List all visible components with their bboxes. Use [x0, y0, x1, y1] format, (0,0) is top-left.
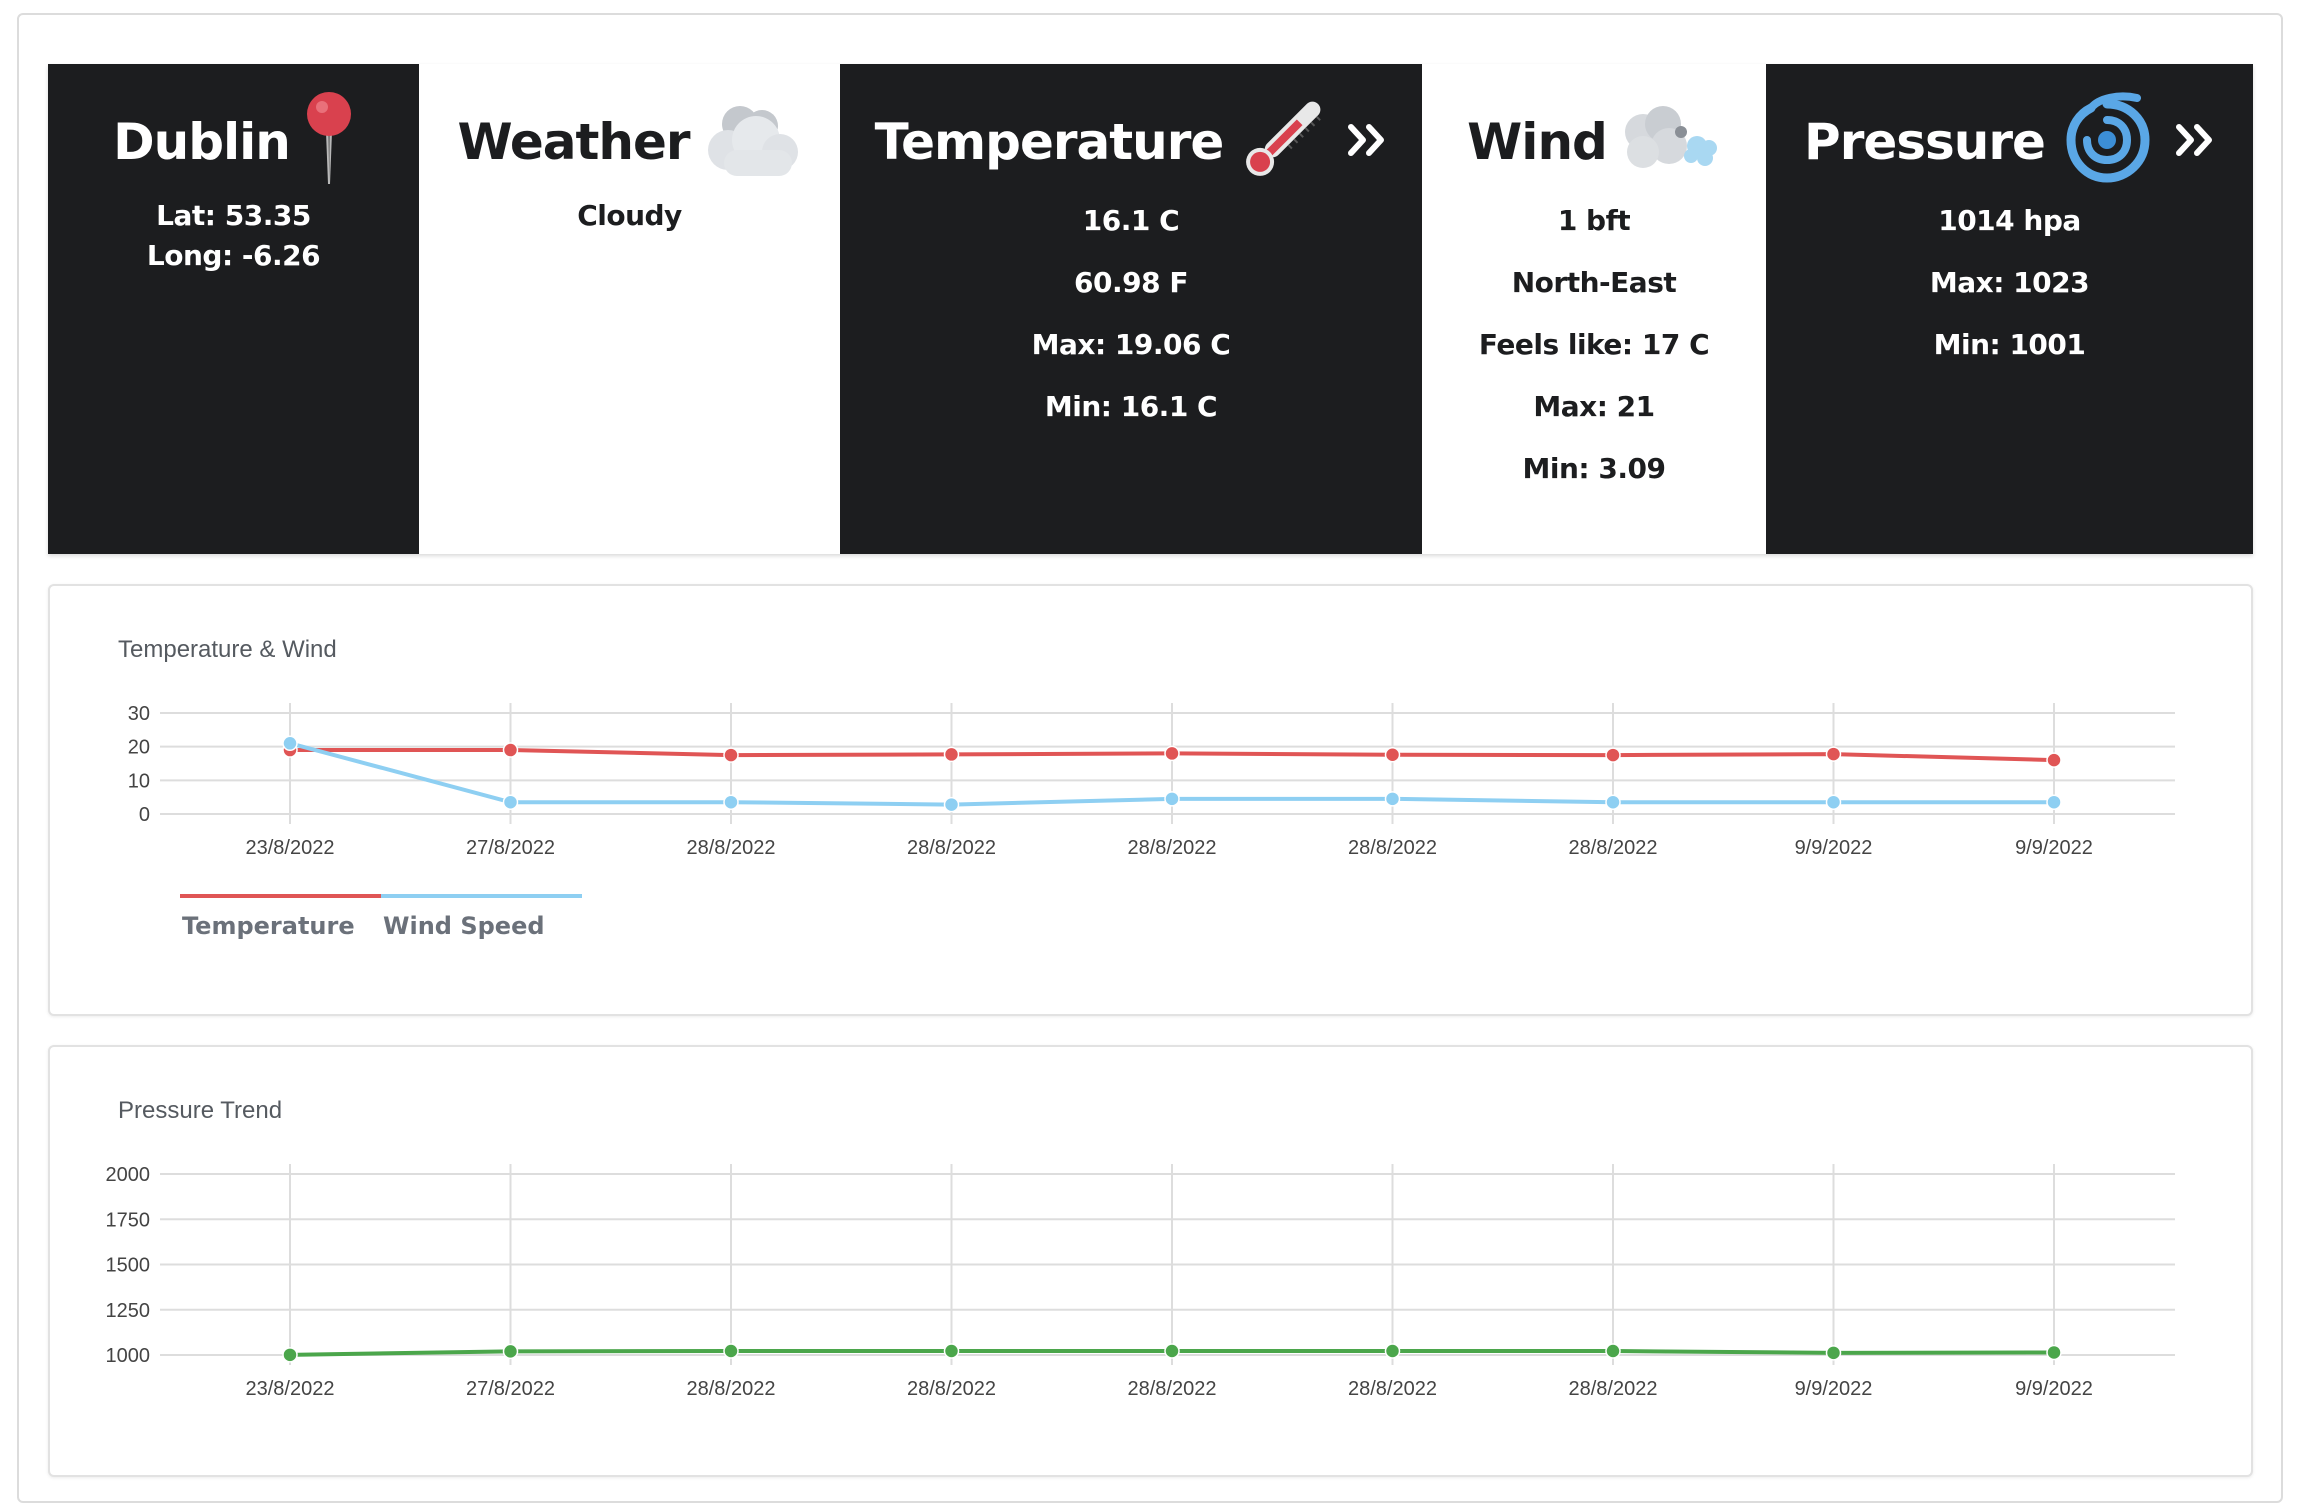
pressure-value: 1014 hpa: [1938, 204, 2081, 237]
wind-direction: North-East: [1511, 266, 1677, 299]
legend-label[interactable]: Temperature: [182, 912, 355, 940]
wind-feels-like: Feels like: 17 C: [1478, 328, 1710, 361]
chevrons-right-icon[interactable]: [1347, 123, 1387, 162]
wind-speed: 1 bft: [1557, 204, 1631, 237]
data-point[interactable]: [1384, 746, 1401, 763]
latitude-text: Lat: 53.35: [156, 199, 311, 232]
pressure-max: Max: 1023: [1929, 266, 2090, 299]
data-point[interactable]: [2046, 752, 2062, 768]
pressure-title: Pressure: [1804, 113, 2046, 171]
data-point[interactable]: [1384, 1343, 1401, 1359]
data-point[interactable]: [1605, 747, 1621, 763]
x-tick-label: 28/8/2022: [1128, 1378, 1217, 1400]
x-tick-label: 28/8/2022: [687, 1378, 776, 1400]
data-point[interactable]: [1605, 794, 1621, 810]
wind-max: Max: 21: [1533, 390, 1655, 423]
x-tick-label: 28/8/2022: [687, 837, 776, 859]
x-tick-label: 9/9/2022: [1795, 1378, 1873, 1400]
x-tick-label: 28/8/2022: [1569, 1378, 1658, 1400]
wind-tile: Wind 1 bft North-East Feels like: 17 C: [1422, 64, 1766, 554]
data-point[interactable]: [282, 735, 298, 752]
temperature-fahrenheit: 60.98 F: [1074, 266, 1188, 299]
x-tick-label: 9/9/2022: [2015, 837, 2093, 859]
x-tick-label: 28/8/2022: [1569, 837, 1658, 859]
weather-title: Weather: [457, 113, 690, 171]
y-tick-label: 1000: [106, 1345, 151, 1367]
y-tick-label: 1500: [106, 1255, 151, 1277]
weather-tiles: Dublin Lat: 53.35 Long: -6.26 Weather: [48, 64, 2253, 554]
legend-label[interactable]: Wind Speed: [383, 912, 545, 940]
data-point[interactable]: [723, 794, 739, 810]
data-point[interactable]: [502, 1343, 519, 1360]
wind-title: Wind: [1467, 113, 1608, 171]
data-point[interactable]: [723, 1343, 739, 1359]
data-point[interactable]: [1164, 791, 1180, 807]
chart-title: Temperature & Wind: [118, 636, 337, 663]
thermometer-icon: [1237, 95, 1327, 190]
data-point[interactable]: [1164, 745, 1180, 762]
location-title: Dublin: [113, 113, 291, 171]
data-point[interactable]: [723, 747, 739, 763]
y-tick-label: 10: [128, 770, 150, 792]
y-tick-label: 20: [128, 737, 150, 759]
weather-condition: Cloudy: [577, 199, 682, 232]
y-tick-label: 30: [128, 703, 150, 725]
data-point[interactable]: [1384, 791, 1401, 807]
x-tick-label: 23/8/2022: [246, 837, 335, 859]
x-tick-label: 28/8/2022: [1128, 837, 1217, 859]
temperature-celsius: 16.1 C: [1082, 204, 1180, 237]
temperature-min: Min: 16.1 C: [1044, 390, 1218, 423]
x-tick-label: 27/8/2022: [466, 837, 555, 859]
map-pin-icon: [304, 91, 354, 193]
chevrons-right-icon[interactable]: [2175, 123, 2215, 162]
x-tick-label: 23/8/2022: [246, 1378, 335, 1400]
data-point[interactable]: [1825, 1345, 1842, 1361]
pressure-tile[interactable]: Pressure 1014 hpa Max: 1023 Min: 1001: [1766, 64, 2253, 554]
y-tick-label: 1250: [106, 1300, 151, 1322]
cloud-icon: [704, 100, 802, 185]
x-tick-label: 28/8/2022: [907, 837, 996, 859]
temperature-title: Temperature: [874, 113, 1225, 171]
data-point[interactable]: [1164, 1343, 1180, 1359]
data-point[interactable]: [1605, 1343, 1621, 1359]
x-tick-label: 28/8/2022: [907, 1378, 996, 1400]
data-point[interactable]: [943, 1343, 960, 1359]
pressure-trend-chart: 1000 1250 1500 1750 2000 23/8/2022 27/8/2022 28…: [106, 1164, 2175, 1400]
x-tick-label: 9/9/2022: [2015, 1378, 2093, 1400]
data-point[interactable]: [943, 746, 960, 763]
data-point[interactable]: [2046, 1344, 2062, 1361]
temperature-tile[interactable]: Temperature: [840, 64, 1422, 554]
wind-min: Min: 3.09: [1522, 452, 1666, 485]
data-point[interactable]: [282, 1347, 298, 1363]
data-point[interactable]: [1825, 794, 1842, 810]
weather-tile: Weather Cloudy: [419, 64, 840, 554]
x-tick-label: 28/8/2022: [1348, 837, 1437, 859]
temperature-wind-card: Temperature & Wind 0 10 20 30 23/8/2022 27/8/…: [48, 584, 2253, 1016]
data-point[interactable]: [943, 796, 960, 813]
data-point[interactable]: [502, 794, 519, 810]
pressure-trend-card: Pressure Trend 1000 1250 1500 1750 2000 23/8/…: [48, 1045, 2253, 1477]
x-tick-label: 27/8/2022: [466, 1378, 555, 1400]
temperature-max: Max: 19.06 C: [1031, 328, 1231, 361]
y-tick-label: 2000: [106, 1164, 151, 1186]
location-tile: Dublin Lat: 53.35 Long: -6.26: [48, 64, 419, 554]
wind-cloud-icon: [1621, 102, 1721, 183]
data-point[interactable]: [2046, 794, 2062, 810]
data-point[interactable]: [502, 742, 519, 758]
pressure-min: Min: 1001: [1933, 328, 2086, 361]
y-tick-label: 1750: [106, 1209, 151, 1231]
longitude-text: Long: -6.26: [146, 239, 321, 272]
y-tick-label: 0: [139, 804, 150, 826]
chart-title: Pressure Trend: [118, 1097, 283, 1124]
temperature-wind-chart: 0 10 20 30 23/8/2022 27/8/2022 28/8/2022 28/8/2…: [128, 703, 2175, 940]
cyclone-icon: [2059, 91, 2155, 193]
x-tick-label: 28/8/2022: [1348, 1378, 1437, 1400]
x-tick-label: 9/9/2022: [1795, 837, 1873, 859]
data-point[interactable]: [1825, 746, 1842, 762]
